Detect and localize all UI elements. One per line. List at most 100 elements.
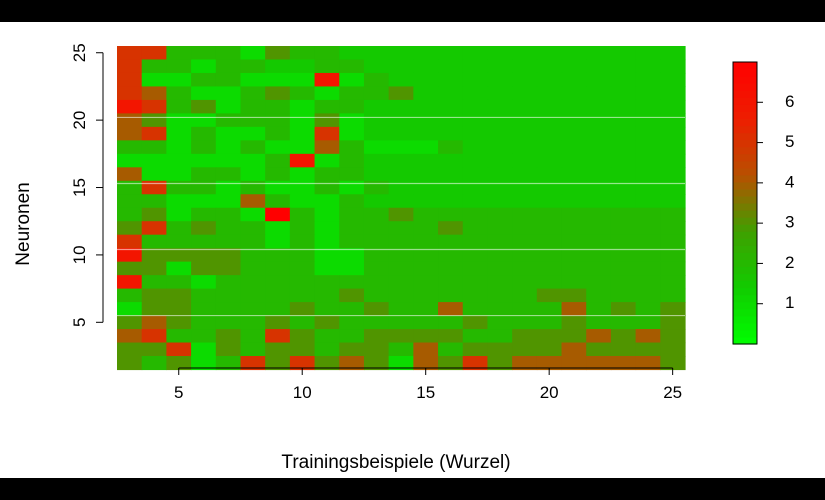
heatmap-cell [610,46,637,61]
heatmap-cell [413,194,439,209]
heatmap-cell [191,194,217,209]
heatmap-cell [462,167,489,182]
heatmap-cell [610,72,637,88]
heatmap-cell [413,99,439,114]
heatmap-cell [462,261,489,276]
heatmap-cell [635,140,661,155]
heatmap-cell [117,180,143,195]
heatmap-cell [166,221,192,236]
colorbar-swatch [733,231,757,239]
heatmap-cell [413,153,439,168]
heatmap-cell [487,221,513,236]
heatmap-cell [388,59,414,74]
heatmap-cell [512,275,538,290]
heatmap-cell [363,261,390,276]
heatmap-cell [166,86,192,101]
heatmap-cell [117,72,143,88]
heatmap-cell [660,140,686,155]
colorbar-tick-label: 4 [785,172,794,191]
colorbar-swatch [733,315,757,324]
heatmap-cell [289,302,316,317]
y-tick-label: 25 [70,43,89,62]
colorbar-swatch [733,203,757,211]
heatmap-cell [635,221,661,236]
heatmap-cell [265,234,291,249]
heatmap-cell [388,194,414,209]
heatmap-cell [487,167,513,182]
heatmap-cell [117,329,143,344]
heatmap-cell [635,275,661,290]
heatmap-cell [536,194,563,209]
heatmap-cell [117,221,143,236]
heatmap-cell [339,302,365,317]
heatmap-cell [438,315,464,330]
heatmap-cell [561,140,587,155]
heatmap-cell [265,153,291,168]
heatmap-cell [586,59,612,74]
heatmap-cell [512,113,538,128]
heatmap-cell [314,113,340,128]
y-axis: 5 10 15 20 25 [70,43,104,327]
heatmap-cell [339,113,365,128]
heatmap-cell [141,194,167,209]
colorbar-swatch [733,118,757,127]
heatmap-cell [536,261,563,276]
heatmap-cell [586,248,612,263]
heatmap-cell [462,329,489,344]
heatmap-cell [314,329,340,344]
heatmap-cell [339,86,365,101]
heatmap-cell [339,72,365,88]
heatmap-cell [191,302,217,317]
colorbar-swatch [733,280,757,289]
heatmap-cell [561,126,587,141]
heatmap-cell [117,234,143,249]
heatmap-cell [265,302,291,317]
heatmap-cell [561,329,587,344]
heatmap-cell [536,167,563,182]
heatmap-cell [487,302,513,317]
colorbar-swatch [733,104,757,112]
heatmap-cell [117,126,143,141]
heatmap-cell [215,329,242,344]
heatmap-cell [314,342,340,357]
heatmap-cell [363,153,390,168]
heatmap-cell [487,59,513,74]
heatmap-cell [660,180,686,195]
heatmap-cell [660,194,686,209]
heatmap-cell [289,167,316,182]
heatmap-cell [117,140,143,155]
heatmap-cell [314,72,340,88]
heatmap-cell [289,99,316,114]
heatmap-cell [166,153,192,168]
heatmap-cell [314,86,340,101]
heatmap-cell [314,126,340,141]
heatmap-cell [289,140,316,155]
heatmap-cell [117,194,143,209]
x-tick-label: 10 [293,383,312,402]
y-tick-label: 10 [70,245,89,264]
heatmap-cell [536,46,563,61]
y-axis-title: Neuronen [13,182,34,265]
heatmap-cell [191,207,217,222]
heatmap-cell [240,302,266,317]
heatmap-cell [240,221,266,236]
heatmap-cell [586,356,612,371]
heatmap-cell [339,194,365,209]
heatmap-cell [438,46,464,61]
heatmap-cell [660,59,686,74]
heatmap-cell [215,315,242,330]
heatmap-cell [561,356,587,371]
heatmap-cell [141,356,167,371]
heatmap-cell [240,207,266,222]
heatmap-cell [166,140,192,155]
y-tick-label: 15 [70,178,89,197]
heatmap-cell [586,207,612,222]
heatmap-cell [660,72,686,88]
heatmap-cell [289,46,316,61]
heatmap-cell [660,315,686,330]
heatmap-cell [438,329,464,344]
heatmap-cell [265,261,291,276]
heatmap-cell [265,194,291,209]
heatmap-cell [265,72,291,88]
